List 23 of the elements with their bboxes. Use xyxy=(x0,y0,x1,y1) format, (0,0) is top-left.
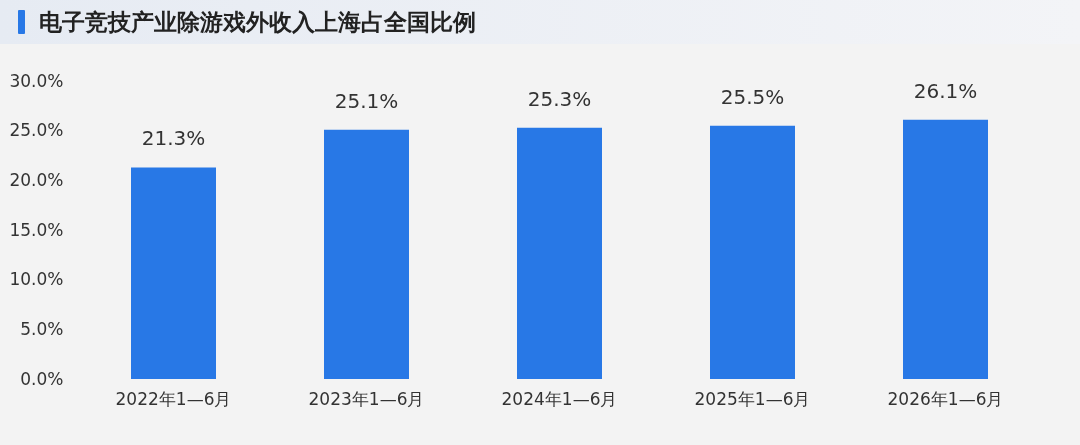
data-label: 25.3% xyxy=(527,86,592,111)
bar xyxy=(131,167,216,379)
y-tick-label: 25.0% xyxy=(9,120,64,141)
data-label: 26.1% xyxy=(913,78,978,103)
x-tick-label: 2024年1—6月 xyxy=(501,388,618,409)
y-tick-label: 5.0% xyxy=(20,318,64,339)
y-tick-label: 15.0% xyxy=(9,219,64,240)
x-tick-label: 2022年1—6月 xyxy=(115,388,232,409)
y-tick-label: 20.0% xyxy=(9,169,64,190)
data-label: 25.1% xyxy=(334,88,399,113)
chart-title: 电子竞技产业除游戏外收入上海占全国比例 xyxy=(39,7,476,37)
x-tick-label: 2023年1—6月 xyxy=(308,388,425,409)
data-label: 25.5% xyxy=(720,84,785,109)
y-tick-label: 10.0% xyxy=(9,269,64,290)
bar xyxy=(903,119,988,379)
bar xyxy=(517,127,602,379)
y-tick-label: 0.0% xyxy=(20,368,64,389)
y-tick-label: 30.0% xyxy=(9,70,64,91)
data-label: 21.3% xyxy=(141,126,206,151)
bar xyxy=(324,129,409,379)
x-tick-label: 2026年1—6月 xyxy=(887,388,1004,409)
x-tick-label: 2025年1—6月 xyxy=(694,388,811,409)
bar xyxy=(710,125,795,379)
